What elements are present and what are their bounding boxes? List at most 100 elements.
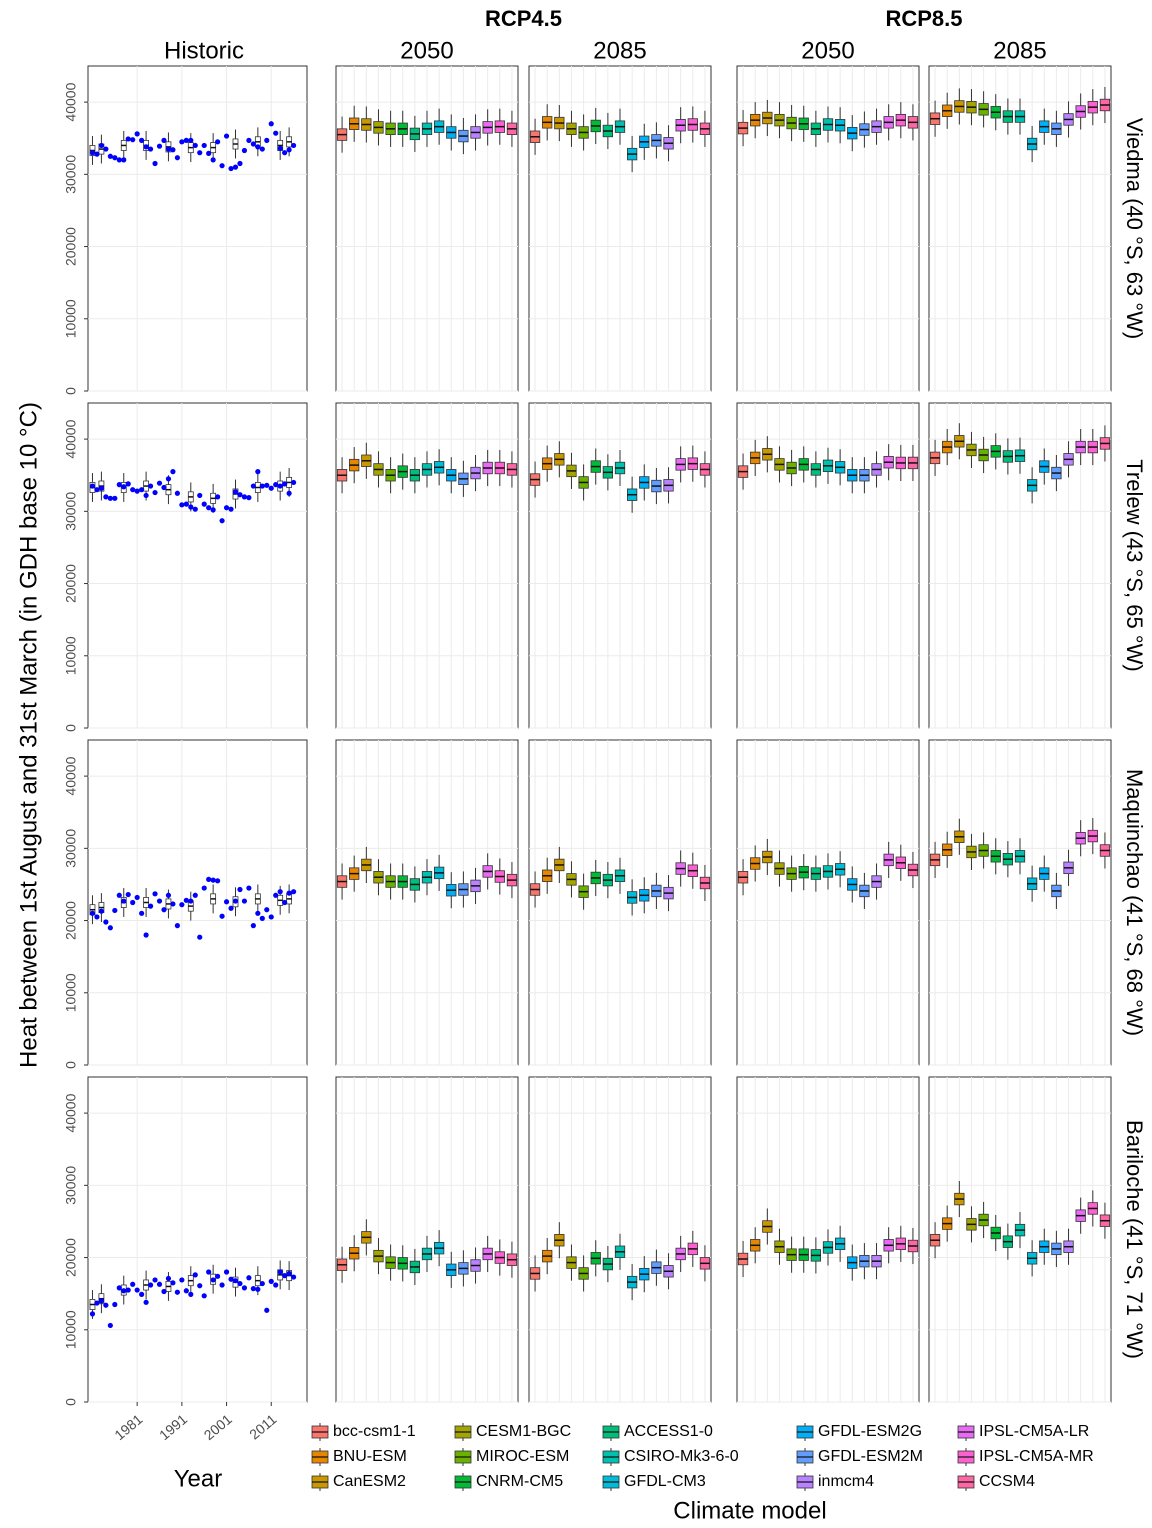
- data-point: [188, 898, 194, 904]
- data-point: [237, 492, 243, 498]
- data-point: [139, 1291, 145, 1297]
- x-axis-title: Climate model: [673, 1497, 826, 1524]
- y-tick-label: 0: [63, 724, 79, 732]
- data-point: [94, 914, 100, 920]
- data-point: [152, 489, 158, 496]
- data-point: [282, 1273, 288, 1279]
- data-point: [246, 1275, 252, 1281]
- legend-label: CCSM4: [979, 1473, 1035, 1490]
- data-point: [152, 160, 158, 167]
- data-point: [282, 481, 288, 487]
- data-point: [174, 923, 180, 929]
- data-point: [273, 892, 279, 898]
- data-point: [246, 137, 252, 143]
- y-tick-label: 30000: [63, 155, 79, 194]
- data-point: [277, 1269, 283, 1275]
- data-point: [143, 1299, 149, 1305]
- data-point: [206, 150, 212, 156]
- future-panel: [335, 65, 519, 392]
- data-point: [210, 1277, 216, 1283]
- data-point: [282, 150, 288, 156]
- data-point: [264, 137, 270, 143]
- data-point: [161, 137, 167, 143]
- data-point: [223, 505, 230, 511]
- data-point: [147, 903, 154, 909]
- data-point: [206, 505, 212, 511]
- period-header: 2085: [993, 37, 1046, 64]
- data-point: [98, 1298, 105, 1304]
- data-point: [192, 1272, 198, 1278]
- data-point: [268, 121, 274, 127]
- future-panel: [928, 402, 1112, 729]
- y-tick-label: 20000: [63, 1238, 79, 1277]
- data-point: [161, 907, 167, 913]
- data-point: [250, 141, 256, 147]
- data-point: [259, 483, 265, 489]
- data-point: [174, 1289, 180, 1295]
- data-point: [116, 892, 122, 898]
- data-point: [232, 898, 239, 904]
- data-point: [125, 481, 131, 487]
- legend-label: GFDL-ESM2M: [818, 1448, 923, 1465]
- data-point: [103, 919, 109, 925]
- data-point: [156, 480, 163, 486]
- data-point: [170, 469, 176, 475]
- data-point: [170, 901, 176, 907]
- data-point: [98, 908, 105, 914]
- data-point: [143, 144, 149, 150]
- data-point: [250, 1286, 256, 1292]
- data-point: [143, 932, 149, 938]
- data-point: [161, 484, 167, 491]
- data-point: [246, 495, 252, 501]
- data-point: [286, 890, 292, 896]
- data-point: [241, 494, 248, 500]
- data-point: [121, 898, 127, 904]
- y-tick-label: 40000: [63, 82, 79, 121]
- data-point: [112, 495, 118, 501]
- data-point: [255, 144, 261, 150]
- data-point: [161, 1288, 167, 1295]
- data-point: [277, 483, 283, 489]
- data-point: [250, 483, 256, 489]
- future-panel: [528, 1076, 712, 1403]
- data-point: [232, 1278, 239, 1284]
- y-tick-label: 30000: [63, 492, 79, 531]
- legend-label: IPSL-CM5A-MR: [979, 1448, 1094, 1465]
- data-point: [241, 1285, 248, 1291]
- data-point: [255, 910, 261, 916]
- data-point: [237, 886, 243, 893]
- data-point: [183, 1288, 189, 1294]
- data-point: [183, 137, 189, 143]
- data-point: [130, 137, 136, 143]
- data-point: [201, 142, 207, 149]
- panel-background: [87, 402, 308, 729]
- data-point: [192, 142, 198, 149]
- y-tick-label: 20000: [63, 564, 79, 603]
- panel-background: [87, 739, 308, 1066]
- data-point: [156, 898, 163, 904]
- data-point: [179, 502, 185, 508]
- data-point: [125, 136, 131, 142]
- data-point: [264, 907, 270, 913]
- legend-label: CESM1-BGC: [476, 1423, 571, 1440]
- data-point: [174, 155, 180, 161]
- historic-panel: [87, 402, 308, 729]
- data-point: [179, 1277, 185, 1283]
- data-point: [147, 146, 154, 152]
- data-point: [183, 501, 189, 507]
- data-point: [241, 898, 248, 904]
- data-point: [112, 155, 118, 161]
- data-point: [290, 889, 297, 895]
- data-point: [255, 469, 261, 475]
- data-point: [237, 160, 243, 167]
- data-point: [197, 150, 203, 156]
- future-panel: [928, 739, 1112, 1066]
- data-point: [165, 1275, 172, 1282]
- data-point: [215, 494, 221, 500]
- data-point: [228, 165, 234, 172]
- data-point: [121, 157, 127, 163]
- y-tick-label: 20000: [63, 227, 79, 266]
- data-point: [268, 1278, 274, 1284]
- y-tick-label: 0: [63, 1398, 79, 1406]
- data-point: [219, 163, 225, 169]
